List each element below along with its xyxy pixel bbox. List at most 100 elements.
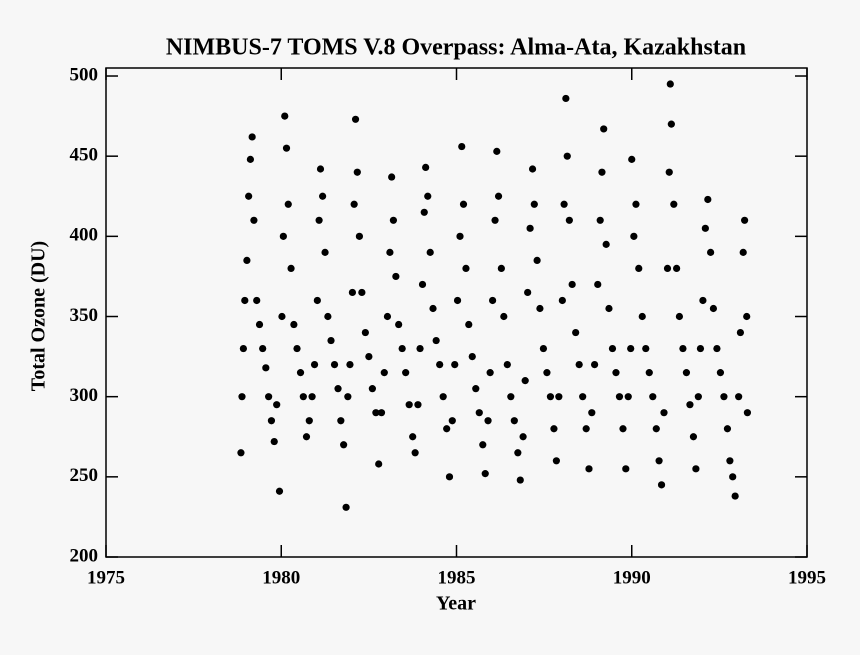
y-tick-label: 500	[70, 64, 99, 85]
data-point	[514, 449, 522, 457]
data-point	[405, 401, 413, 409]
data-point	[315, 216, 323, 224]
y-tick-label: 450	[70, 145, 99, 166]
data-point	[439, 393, 447, 401]
data-point	[720, 393, 728, 401]
data-point	[293, 344, 301, 353]
data-point	[348, 288, 357, 297]
data-point	[422, 163, 430, 172]
data-point	[262, 364, 270, 372]
data-point	[416, 344, 424, 353]
data-point	[741, 216, 749, 224]
data-point	[475, 409, 483, 417]
data-point	[253, 296, 261, 305]
data-point	[692, 465, 700, 473]
data-point	[622, 465, 630, 473]
x-tick-label: 1985	[438, 567, 476, 588]
data-point	[319, 192, 327, 200]
x-tick-label: 1980	[262, 567, 300, 588]
data-point	[489, 296, 497, 305]
data-point	[296, 369, 305, 377]
data-point	[543, 369, 551, 377]
data-point	[731, 492, 739, 500]
data-point	[655, 457, 663, 465]
data-point	[238, 393, 246, 401]
data-point	[500, 312, 508, 321]
data-point	[368, 385, 376, 393]
data-point	[735, 393, 743, 401]
data-point	[361, 328, 369, 337]
data-point	[259, 344, 267, 353]
data-point	[624, 393, 632, 401]
data-point	[402, 369, 410, 377]
data-point	[572, 328, 580, 337]
data-point	[563, 152, 571, 160]
data-point	[334, 385, 342, 393]
data-point	[635, 264, 643, 273]
data-point	[346, 361, 354, 369]
data-point	[602, 240, 610, 248]
data-point	[638, 312, 646, 321]
data-point	[248, 133, 256, 141]
data-point	[510, 417, 518, 425]
data-point	[743, 409, 752, 417]
data-point	[365, 352, 373, 361]
data-point	[453, 296, 462, 305]
data-point	[660, 409, 668, 417]
data-point	[287, 264, 295, 273]
data-point	[342, 503, 350, 511]
data-point	[491, 216, 499, 224]
data-point	[246, 155, 255, 163]
data-point	[596, 216, 604, 224]
data-point	[729, 473, 737, 481]
data-point	[436, 361, 444, 369]
x-axis-label: Year	[436, 593, 476, 615]
data-point	[255, 320, 264, 329]
data-point	[555, 393, 563, 401]
data-point	[411, 449, 419, 457]
data-point	[670, 200, 678, 208]
data-point	[552, 457, 560, 465]
data-point	[479, 441, 487, 449]
data-point	[324, 312, 332, 321]
data-point	[657, 481, 666, 489]
data-point	[642, 344, 650, 353]
data-point	[351, 115, 360, 123]
data-point	[426, 248, 434, 256]
data-point	[486, 369, 494, 377]
chart-title: NIMBUS-7 TOMS V.8 Overpass: Alma-Ata, Ka…	[166, 35, 746, 61]
data-point	[536, 304, 544, 313]
data-point	[528, 165, 537, 173]
y-tick-label: 400	[70, 225, 99, 246]
data-point	[424, 192, 432, 200]
data-point	[375, 460, 383, 468]
data-point	[521, 377, 529, 385]
data-point	[605, 304, 613, 313]
data-point	[458, 142, 466, 151]
data-point	[239, 344, 247, 353]
data-point	[380, 369, 388, 377]
data-point	[456, 232, 464, 240]
data-point	[468, 352, 476, 361]
data-point	[302, 433, 311, 441]
data-point	[590, 361, 599, 369]
data-point	[344, 393, 352, 401]
data-point	[723, 425, 732, 433]
data-point	[736, 328, 745, 337]
data-point	[265, 393, 273, 401]
data-point	[484, 417, 492, 425]
data-point	[327, 336, 335, 345]
data-point	[579, 393, 587, 401]
y-axis-label: Total Ozone (DU)	[28, 241, 50, 391]
data-point	[273, 401, 281, 409]
data-point	[358, 288, 366, 297]
data-point	[465, 320, 473, 329]
data-point	[245, 192, 253, 200]
data-point	[689, 433, 698, 441]
data-point	[279, 232, 287, 240]
data-point	[377, 409, 386, 417]
data-point	[313, 296, 321, 305]
data-point	[582, 425, 590, 433]
data-point	[560, 200, 568, 208]
